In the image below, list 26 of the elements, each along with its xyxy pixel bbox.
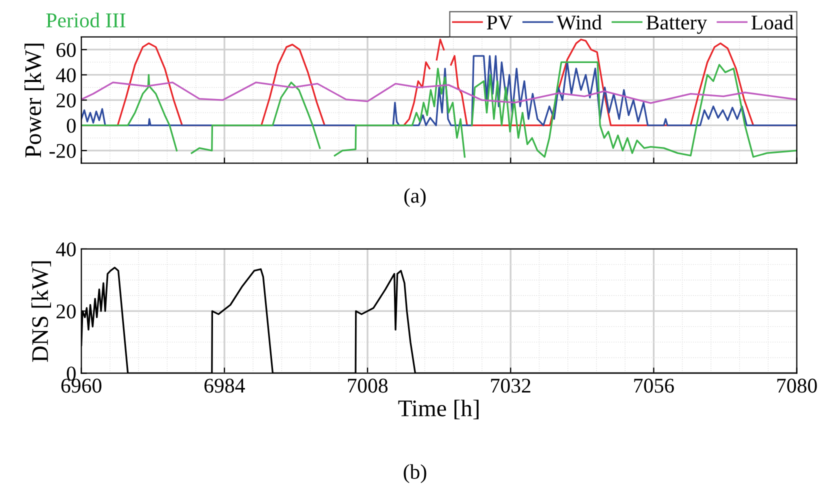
legend-label: Battery [646, 16, 708, 34]
y-tick-label: 40 [56, 68, 76, 82]
y-tick-label: 20 [56, 304, 76, 319]
line-series [81, 82, 797, 104]
x-tick-label: 7080 [777, 378, 817, 393]
legend-label: Wind [556, 14, 602, 30]
x-tick-label: 7008 [348, 378, 388, 393]
y-axis-title: Power [kW] [24, 44, 44, 158]
y-tick-label: 40 [56, 242, 76, 256]
line-series [81, 55, 797, 126]
text: (a) [404, 188, 426, 208]
y-tick-label: 20 [56, 93, 76, 108]
y-tick-label: 0 [66, 366, 76, 381]
y-tick-label: -20 [49, 144, 76, 158]
x-tick-label: 7056 [634, 378, 674, 393]
x-axis-title: Time [h] [398, 400, 479, 420]
legend-label: Load [751, 14, 794, 30]
y-tick-label: 60 [56, 42, 76, 58]
x-tick-label: 7032 [491, 378, 530, 393]
x-tick-label: 6960 [61, 378, 102, 393]
chart-title: Period III [46, 12, 126, 28]
y-axis-title: DNS [kW] [31, 261, 51, 362]
text: (b) [404, 464, 426, 484]
legend-label: PV [486, 16, 513, 30]
y-tick-label: 0 [66, 118, 76, 133]
x-tick-label: 6984 [204, 378, 245, 393]
